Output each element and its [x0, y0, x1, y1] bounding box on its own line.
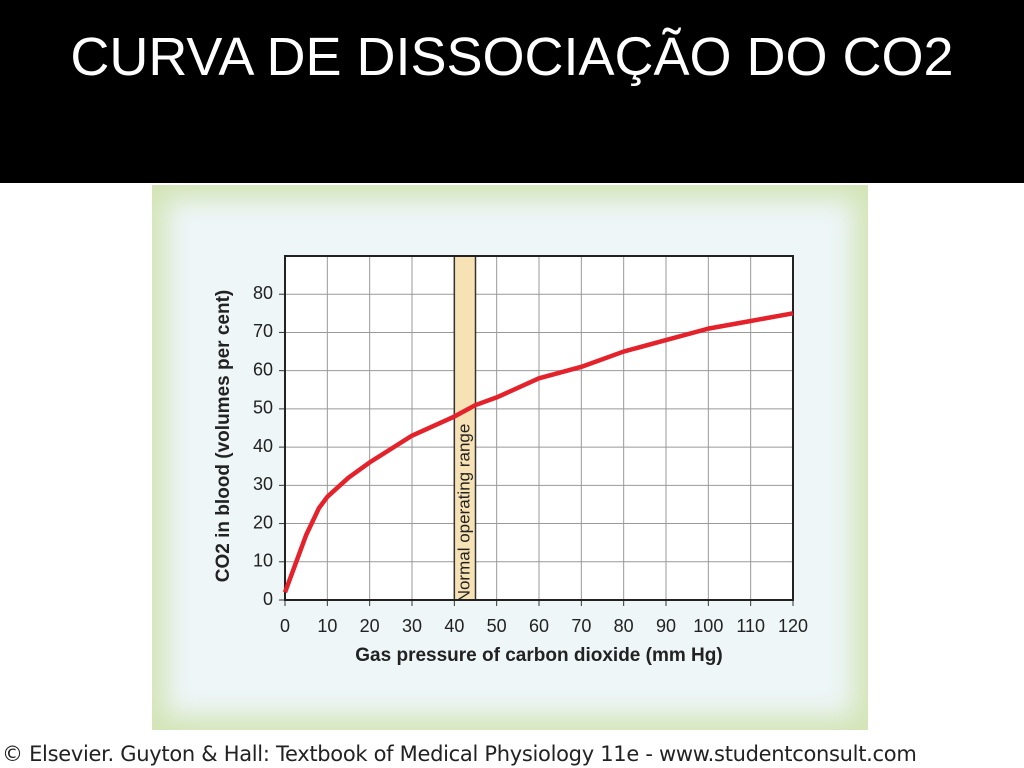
x-tick-label: 20 — [360, 616, 380, 636]
y-tick-label: 70 — [253, 321, 273, 341]
y-tick-label: 50 — [253, 398, 273, 418]
x-axis-title: Gas pressure of carbon dioxide (mm Hg) — [355, 645, 722, 666]
x-tick-label: 70 — [571, 616, 591, 636]
x-tick-label: 120 — [778, 616, 808, 636]
x-tick-label: 110 — [736, 616, 765, 636]
plot-frame — [284, 255, 794, 601]
header-bar — [0, 0, 1024, 183]
y-tick-label: 10 — [253, 551, 273, 571]
x-tick-label: 50 — [487, 616, 507, 636]
y-axis-title: CO2 in blood (volumes per cent) — [213, 290, 234, 582]
x-tick-label: 100 — [693, 616, 723, 636]
curve — [282, 311, 794, 594]
x-tick-label: 90 — [656, 616, 676, 636]
y-tick-label: 30 — [253, 474, 273, 494]
y-tick-label: 20 — [253, 512, 273, 532]
x-tick-label: 30 — [402, 616, 422, 636]
y-tick-label: 0 — [263, 589, 273, 609]
y-tick-label: 40 — [253, 436, 273, 456]
x-tick-label: 40 — [444, 616, 464, 636]
slide-title: CURVA DE DISSOCIAÇÃO DO CO2 — [70, 27, 954, 87]
footer-credit: © Elsevier. Guyton & Hall: Textbook of M… — [2, 742, 917, 766]
y-tick-label: 60 — [253, 359, 273, 379]
x-tick-label: 80 — [614, 616, 634, 636]
x-tick-label: 10 — [317, 616, 337, 636]
y-tick-label: 80 — [253, 283, 273, 303]
x-tick-label: 60 — [529, 616, 549, 636]
x-tick-label: 0 — [280, 616, 290, 636]
band-label: Normal operating range — [454, 424, 473, 603]
